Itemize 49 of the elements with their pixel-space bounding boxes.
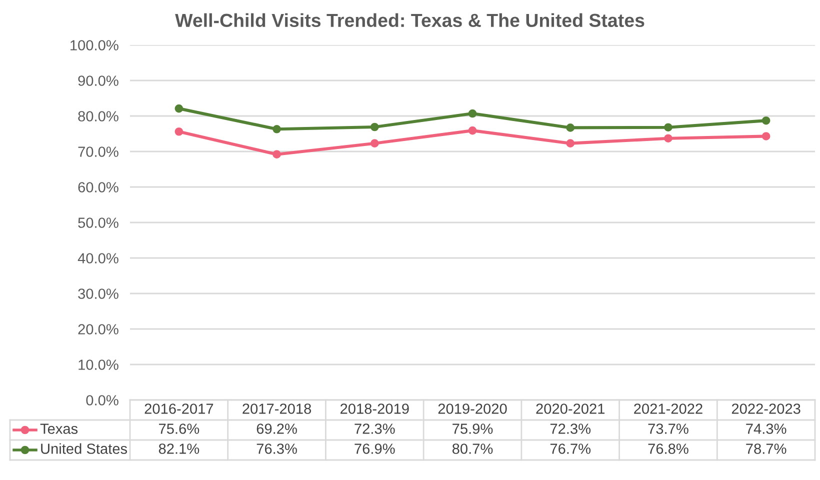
data-label: 74.3%	[746, 424, 786, 434]
point	[566, 139, 575, 148]
y-tick-label: 0.0%	[86, 395, 118, 406]
point	[174, 104, 184, 113]
point	[272, 150, 281, 159]
data-label: 80.7%	[452, 444, 493, 454]
data-label: 69.2%	[256, 424, 297, 434]
data-label: 76.3%	[256, 444, 297, 454]
point	[370, 139, 379, 148]
y-tick-label: 60.0%	[78, 182, 118, 192]
point	[174, 127, 184, 136]
y-tick-label: 40.0%	[78, 253, 118, 264]
y-tick-label: 20.0%	[78, 324, 118, 334]
point	[762, 132, 770, 140]
x-tick-label: 2020-2021	[536, 404, 605, 414]
data-label: 72.3%	[550, 424, 591, 434]
data-label: 75.9%	[452, 424, 493, 434]
data-label: 78.7%	[746, 444, 786, 454]
chart-title: Well-Child Visits Trended: Texas & The United States	[175, 13, 644, 28]
y-tick-label: 100.0%	[70, 40, 118, 50]
x-tick-label: 2019-2020	[438, 404, 507, 414]
y-tick-label: 70.0%	[78, 146, 118, 157]
data-label: 72.3%	[354, 424, 395, 434]
x-tick-label: 2017-2018	[242, 404, 312, 414]
data-label: 73.7%	[648, 424, 688, 434]
point	[468, 109, 477, 118]
legend-label: Texas	[40, 424, 78, 434]
data-label: 76.8%	[648, 444, 688, 454]
point	[566, 124, 575, 132]
y-tick-label: 10.0%	[78, 360, 118, 370]
point	[664, 134, 672, 143]
y-tick-label: 80.0%	[78, 111, 118, 122]
x-tick-label: 2018-2019	[340, 404, 409, 414]
y-tick-label: 50.0%	[78, 218, 118, 228]
x-tick-label: 2022-2023	[732, 404, 800, 414]
x-tick-label: 2016-2017	[144, 404, 214, 414]
data-label: 75.6%	[159, 424, 200, 434]
point	[762, 116, 770, 125]
y-tick-label: 90.0%	[78, 76, 118, 86]
data-label: 76.9%	[354, 444, 395, 454]
data-label: 76.7%	[550, 444, 591, 454]
point	[370, 122, 379, 132]
point	[468, 126, 477, 135]
point	[272, 124, 281, 134]
y-tick-label: 30.0%	[78, 288, 118, 299]
data-label: 82.1%	[158, 444, 200, 454]
legend-label: United States	[41, 443, 128, 454]
x-tick-label: 2021-2022	[634, 404, 702, 414]
point	[664, 123, 672, 132]
